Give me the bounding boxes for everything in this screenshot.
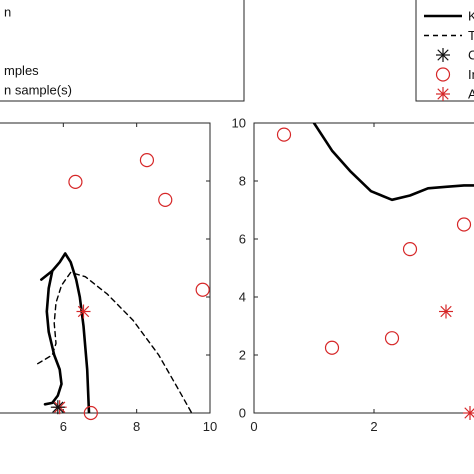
right-panel: 0 2 0 2 4 6 8 10	[232, 116, 474, 434]
right-legend-label: In	[468, 67, 474, 82]
legend-red-asterisk-icon	[436, 87, 450, 101]
right-legend-label: C	[468, 48, 474, 63]
left-series-line-2	[37, 271, 193, 413]
left-legend: n mples n sample(s)	[0, 0, 245, 102]
right-xtick-label: 0	[250, 419, 257, 434]
right-legend-label: A	[468, 87, 474, 102]
right-red-asterisk-point	[439, 304, 453, 319]
right-ytick-label: 4	[239, 290, 246, 305]
legend-red-circle-icon	[435, 67, 451, 82]
right-legend-label: T	[468, 28, 474, 43]
right-legend-label: K	[468, 9, 474, 24]
right-ytick-label: 10	[232, 116, 246, 131]
left-circle-point	[68, 174, 83, 189]
left-legend-label: n	[4, 5, 11, 20]
left-panel: 6 8 10	[0, 122, 217, 434]
left-circle-point	[158, 192, 173, 207]
left-legend-label: n sample(s)	[4, 83, 72, 98]
left-red-asterisk-point-stroke	[77, 305, 90, 318]
left-black-asterisk-point-stroke	[52, 401, 64, 413]
right-circle-point	[456, 217, 472, 232]
left-legend-label: mples	[4, 63, 39, 78]
right-circle-point	[402, 242, 418, 257]
right-ytick-label: 0	[239, 406, 246, 421]
right-ytick-label: 2	[239, 348, 246, 363]
right-plot-area	[312, 123, 474, 202]
left-plot-area	[37, 252, 193, 413]
right-circle-point	[276, 127, 292, 142]
left-black-asterisk-point	[50, 400, 65, 415]
left-axes-box	[0, 122, 211, 414]
left-xtick-label: 8	[133, 419, 140, 434]
left-red-asterisk-point	[76, 304, 91, 319]
legend-black-asterisk-icon	[436, 48, 450, 62]
left-circle-point	[195, 282, 210, 297]
right-circle-point	[384, 331, 400, 346]
right-ytick-label: 6	[239, 232, 246, 247]
left-legend-box	[0, 0, 245, 102]
right-red-asterisk-point-stroke	[440, 305, 452, 318]
legend-red-asterisk-icon-stroke	[437, 88, 449, 100]
legend-black-asterisk-icon-stroke	[437, 49, 449, 61]
right-xtick-label: 2	[370, 419, 377, 434]
left-xtick-label: 10	[203, 419, 217, 434]
left-circle-point	[139, 153, 155, 168]
right-legend: KTC In A	[415, 0, 474, 102]
right-circle-point	[324, 340, 340, 355]
right-series-line-0	[312, 123, 474, 202]
left-series-line-0	[39, 252, 91, 413]
right-ytick-label: 8	[239, 174, 246, 189]
left-circle-point	[83, 405, 98, 421]
left-series-line-1	[43, 269, 63, 406]
left-xtick-label: 6	[60, 419, 67, 434]
